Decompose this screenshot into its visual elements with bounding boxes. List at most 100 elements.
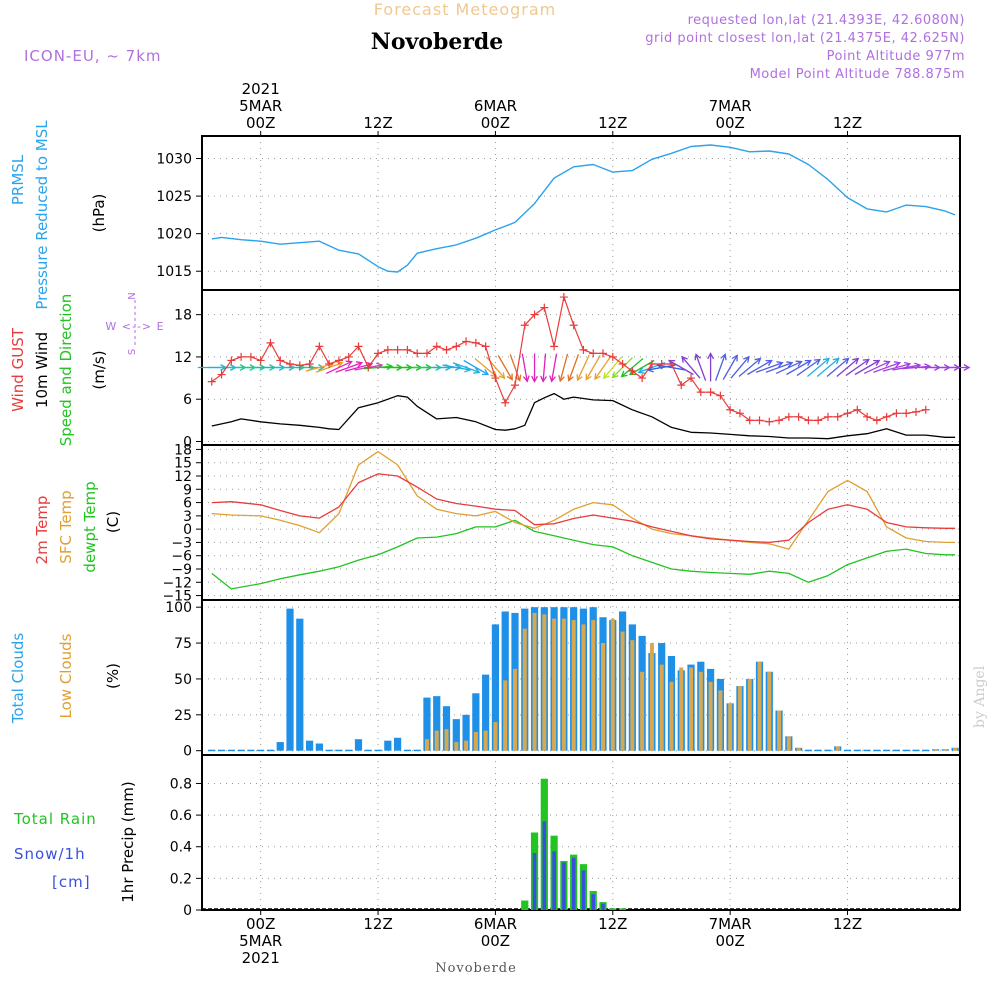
top-time-label: 00Z [481,114,510,132]
panels: 1015 1020 1025 1030 PRMSL Pressure Reduced to… [9,120,971,919]
total-cloud-bar [482,674,490,751]
wind-arrow [568,354,580,381]
y-tick-label: −3 [171,535,192,551]
total-cloud-bar [374,749,382,752]
y-tick-label: 1030 [156,152,192,168]
temp-2m-line [211,473,956,544]
bottom-time-label: 6MAR [474,915,517,933]
gust-marker [325,359,334,368]
wind-arrow [714,354,726,381]
gust-marker [403,345,412,354]
total-cloud-bar [863,749,871,752]
wind-arrow [775,360,802,375]
total-cloud-bar [472,693,480,751]
low-cloud-bar [659,664,664,751]
wind-arrow-head [611,371,619,379]
gust-marker [804,416,813,425]
wind-arrow-head [531,375,538,383]
wind-arrow [559,353,569,382]
gust-marker [657,359,666,368]
low-cloud-bar [689,667,694,751]
dewpoint-line [211,519,956,590]
low-cloud-bar [649,643,654,751]
total-cloud-bar [384,740,392,751]
total-cloud-bar [227,749,235,752]
total-cloud-bar [452,719,460,751]
y-tick-label: 6 [183,392,192,408]
y-tick-label: 1025 [156,189,192,205]
wind-arrow [576,354,590,381]
gust-marker [589,349,598,358]
y-tick-label: 3 [183,509,192,525]
low-cloud-bar [454,742,459,751]
gust-marker [510,381,519,390]
gust-marker [628,367,637,376]
wind-arrow [521,353,528,382]
total-cloud-bar [354,739,363,751]
gust-marker [667,359,676,368]
low-cloud-bar [708,681,713,751]
wind-arrow-head [549,375,556,383]
low-cloud-bar [591,620,596,751]
wind-arrow [882,363,911,372]
wind-speed-dir-label: Speed and Direction [57,294,75,447]
gust-marker [716,391,725,400]
rain-bar [609,908,617,910]
bottom-time-label: 12Z [833,915,862,933]
wind-arrow-head [386,363,394,371]
wind-arrow-head [506,373,513,381]
gust-marker [599,349,608,358]
wind-arrow-head [576,374,583,382]
y-tick-label: 18 [174,442,192,458]
gust-marker [393,345,402,354]
total-cloud-bar [922,749,930,752]
wind-arrow-head [776,361,784,368]
wind-arrow [786,359,812,376]
gust-marker [784,412,793,421]
gust-marker [872,416,881,425]
wind-arrow-head [822,357,830,365]
wind-arrow-head [522,375,530,383]
gust-marker [266,338,275,347]
top-time-label: 00Z [246,114,275,132]
gust-marker [863,412,872,421]
total-cloud-bar [247,749,255,752]
gust-marker [735,409,744,418]
wind-arrow-head [765,359,773,366]
gust-marker [540,303,549,312]
wind-arrow-head [804,359,812,366]
low-cloud-bar [737,686,742,751]
wind-arrow-head [318,364,325,371]
dewpt-temp-label: dewpt Temp [81,481,99,572]
panel-frame [201,135,961,291]
low-cloud-bar [601,643,606,751]
bottom-time-label: 00Z [246,915,275,933]
wind-arrow [668,359,694,376]
total-cloud-bar [892,749,901,752]
low-cloud-bar [620,631,625,751]
gust-marker [207,377,216,386]
low-cloud-bar [434,730,439,751]
point-altitude: Point Altitude 977m [827,49,965,64]
pressure-panel: 1015 1020 1025 1030 PRMSL Pressure Reduced to… [9,120,961,310]
wind-arrow [796,358,821,377]
gust-marker [295,361,304,370]
y-tick-label: 9 [183,482,192,498]
y-tick-label: 0.8 [170,776,192,792]
model-altitude: Model Point Altitude 788.875m [750,67,965,82]
y-tick-label: −6 [171,549,192,565]
low-cloud-bar [552,618,557,751]
gust-marker [334,356,343,365]
gust-marker [276,356,285,365]
total-cloud-bar [873,749,881,752]
wind-arrow-head [883,360,891,367]
gust-marker [413,349,422,358]
y-tick-label: 1020 [156,227,192,243]
low-cloud-bar [542,614,547,751]
y-tick-label: 50 [174,672,192,688]
bottom-time-label: 00Z [481,932,510,950]
low-cloud-bar [503,680,508,751]
low-cloud-bar [835,746,840,751]
